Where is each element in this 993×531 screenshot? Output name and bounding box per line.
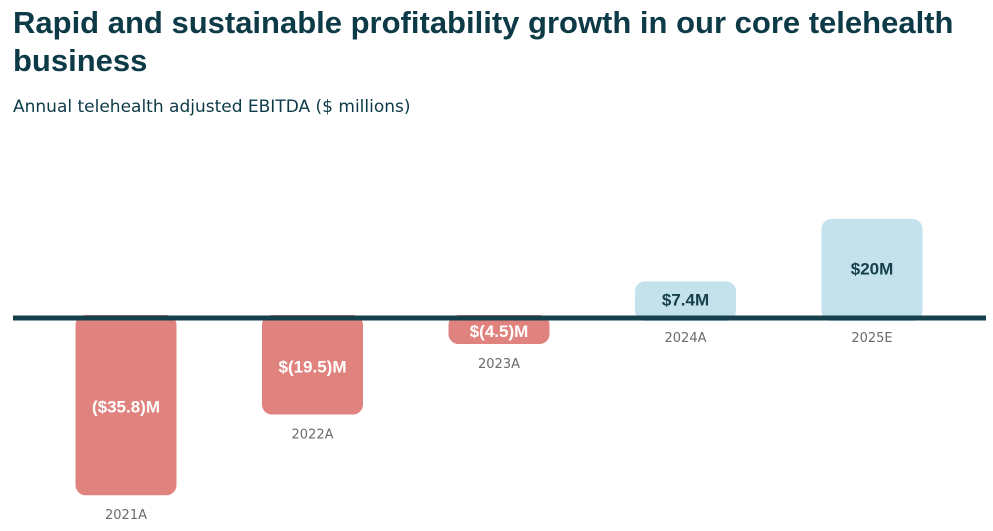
category-label-2022A: 2022A — [292, 428, 334, 443]
page-title: Rapid and sustainable profitability grow… — [13, 5, 954, 78]
bar-2021A — [75, 315, 177, 496]
category-label-2023A: 2023A — [478, 357, 520, 372]
data-label-2024A: $7.4M — [662, 291, 709, 310]
bar-2025E — [821, 219, 923, 321]
data-label-2025E: $20M — [851, 260, 894, 279]
data-label-2023A: $(4.5)M — [470, 322, 529, 341]
category-label-2021A: 2021A — [105, 508, 147, 523]
category-label-2024A: 2024A — [665, 331, 707, 346]
chart-subtitle: Annual telehealth adjusted EBITDA ($ mil… — [13, 97, 411, 117]
bar-2024A — [635, 281, 736, 321]
bar-2023A — [448, 315, 550, 344]
data-label-2021A: ($35.8)M — [92, 398, 160, 417]
zero-baseline — [13, 315, 986, 321]
category-label-2025E: 2025E — [851, 331, 892, 346]
bar-2022A — [262, 315, 363, 415]
data-label-2022A: $(19.5)M — [278, 357, 346, 376]
